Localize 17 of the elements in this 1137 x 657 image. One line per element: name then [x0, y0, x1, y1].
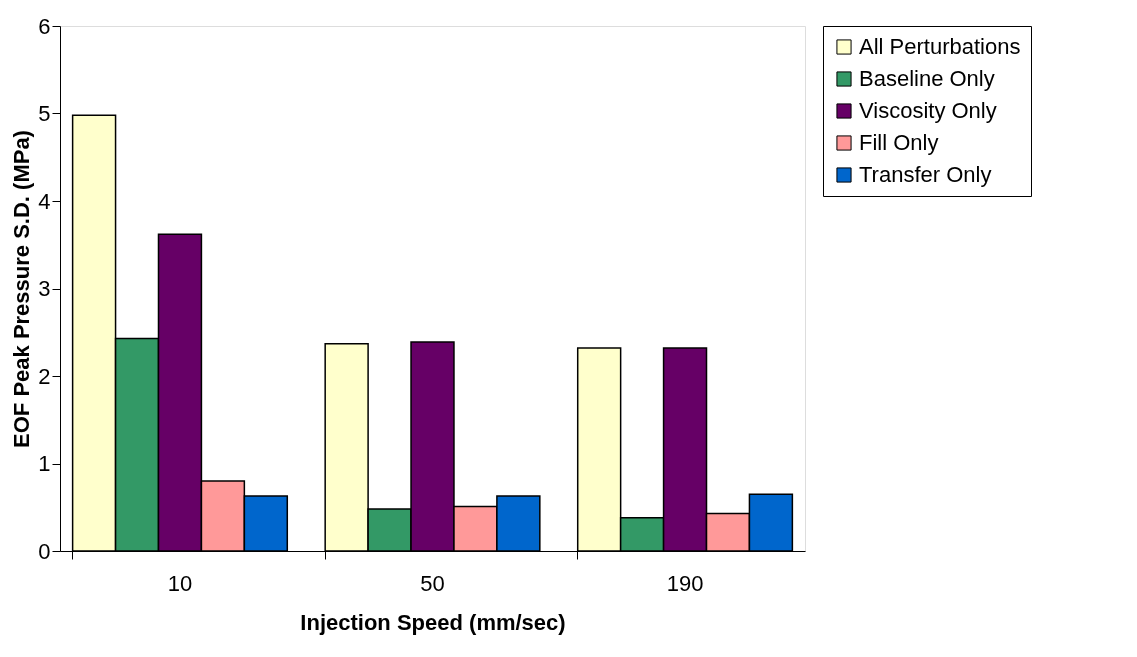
legend-label: Transfer Only [859, 162, 992, 187]
legend-label: Viscosity Only [859, 98, 997, 123]
y-tick-label: 1 [38, 451, 51, 476]
y-tick-label: 4 [38, 188, 51, 214]
legend-label: All Perturbations [859, 34, 1021, 59]
y-axis-title: EOF Peak Pressure S.D. (MPa) [9, 130, 35, 448]
y-tick-label: 0 [38, 538, 51, 564]
y-tick-label: 6 [38, 13, 51, 39]
x-tick-label: 10 [167, 570, 193, 596]
y-tick-label: 3 [38, 276, 51, 301]
x-tick-label: 190 [666, 570, 704, 596]
legend-label: Fill Only [859, 130, 939, 155]
y-tick-label: 2 [38, 363, 51, 389]
x-axis-title: Injection Speed (mm/sec) [300, 609, 566, 635]
legend-label: Baseline Only [859, 66, 995, 91]
y-tick-label: 5 [38, 101, 51, 126]
x-tick-label: 50 [420, 570, 445, 596]
